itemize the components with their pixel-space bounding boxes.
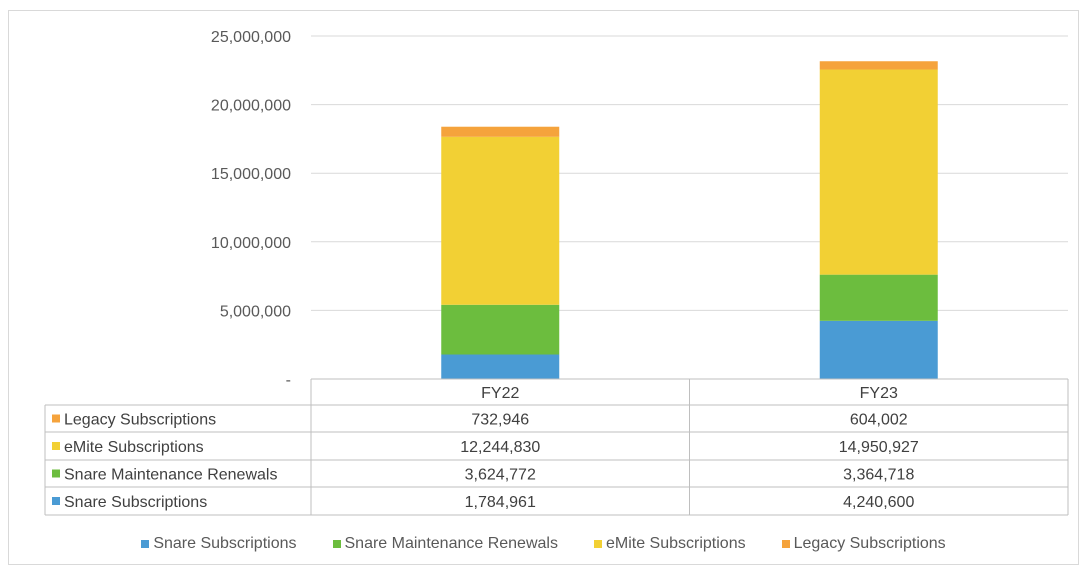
data-label: 732,946: [471, 412, 529, 429]
y-axis-ticks: - 5,000,000 10,000,000 15,000,000 20,000,000…: [211, 29, 291, 389]
y-tick-label: 25,000,000: [211, 29, 291, 46]
bars: [441, 61, 938, 379]
bar-fy23-emite-subscriptions: [819, 69, 938, 275]
legend-swatch: [141, 540, 150, 548]
row-swatch: [52, 469, 60, 478]
bar-fy22-snare-maintenance-renewals: [441, 304, 560, 355]
bar-fy23-snare-subscriptions: [819, 320, 938, 379]
y-tick-label: 5,000,000: [220, 303, 291, 320]
data-label: 12,244,830: [460, 439, 540, 456]
legend-label: eMite Subscriptions: [605, 535, 746, 552]
y-tick-label: 20,000,000: [211, 98, 291, 115]
row-label: Snare Subscriptions: [64, 494, 207, 511]
y-tick-label: 15,000,000: [211, 166, 291, 183]
y-tick-label: 10,000,000: [211, 235, 291, 252]
category-label: FY23: [860, 385, 898, 402]
row-label: Legacy Subscriptions: [64, 412, 216, 429]
legend-item: eMite Subscriptions: [593, 535, 746, 553]
data-label: 4,240,600: [843, 494, 914, 511]
bar-fy23-snare-maintenance-renewals: [819, 274, 938, 321]
row-label: Snare Maintenance Renewals: [64, 467, 277, 484]
legend-item: Legacy Subscriptions: [781, 535, 946, 553]
chart-frame: [8, 10, 1079, 565]
data-label: 3,364,718: [843, 467, 914, 484]
data-table: FY22 FY23 Legacy Subscriptions 732,946 604,0…: [44, 378, 1069, 516]
legend-label: Legacy Subscriptions: [793, 535, 946, 552]
gridlines: [311, 35, 1068, 311]
row-swatch: [52, 442, 60, 450]
legend: Snare Subscriptions Snare Maintenance Ren…: [0, 532, 1087, 556]
legend-swatch: [781, 540, 790, 548]
data-label: 14,950,927: [839, 439, 919, 456]
data-label: 3,624,772: [465, 467, 536, 484]
legend-label: Snare Subscriptions: [153, 535, 297, 552]
legend-item: Snare Maintenance Renewals: [332, 535, 558, 553]
legend-swatch: [593, 540, 602, 548]
y-tick-label: -: [286, 372, 291, 389]
legend-swatch: [332, 540, 341, 548]
row-swatch: [52, 414, 60, 423]
bar-fy23-legacy-subscriptions: [819, 61, 938, 70]
bar-fy22-legacy-subscriptions: [441, 126, 560, 137]
legend-item: Snare Subscriptions: [141, 535, 297, 553]
row-label: eMite Subscriptions: [64, 439, 204, 456]
category-label: FY22: [481, 385, 519, 402]
bar-fy22-snare-subscriptions: [441, 354, 560, 379]
data-label: 1,784,961: [465, 494, 536, 511]
row-swatch: [52, 497, 60, 505]
data-label: 604,002: [850, 412, 908, 429]
legend-label: Snare Maintenance Renewals: [344, 535, 558, 552]
bar-fy22-emite-subscriptions: [441, 136, 560, 305]
